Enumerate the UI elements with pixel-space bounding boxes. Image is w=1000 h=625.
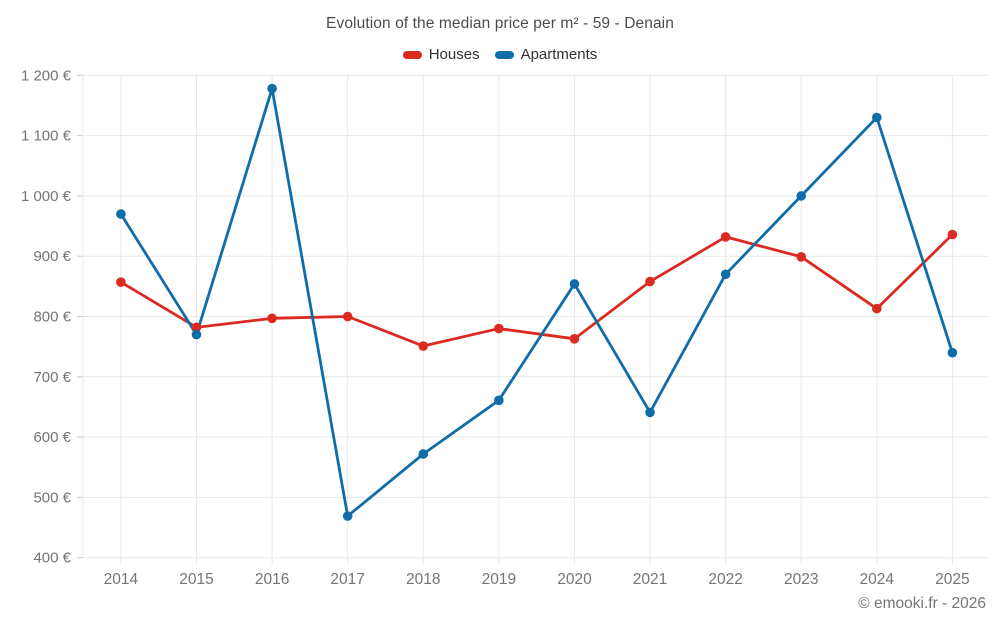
apartments-point-2024[interactable] <box>872 112 882 123</box>
x-axis-label: 2025 <box>935 571 969 588</box>
x-axis-label: 2016 <box>255 571 289 588</box>
apartments-point-2022[interactable] <box>720 269 731 280</box>
houses-point-2016[interactable] <box>267 313 277 324</box>
x-axis-label: 2023 <box>784 571 818 588</box>
x-axis-label: 2022 <box>708 571 742 588</box>
apartments-point-2016[interactable] <box>267 83 277 94</box>
houses-point-2023[interactable] <box>796 252 807 262</box>
houses-point-2019[interactable] <box>494 323 504 334</box>
x-axis-label: 2024 <box>860 571 895 588</box>
x-axis-label: 2018 <box>406 571 440 588</box>
x-axis-label: 2017 <box>330 571 364 588</box>
legend-item-houses[interactable]: Houses <box>402 46 480 63</box>
legend: Houses Apartments <box>0 46 1000 63</box>
legend-label-houses: Houses <box>428 46 480 63</box>
y-axis-label: 500 € <box>33 489 71 506</box>
y-axis-label: 900 € <box>33 248 71 265</box>
legend-item-apartments[interactable]: Apartments <box>494 46 598 63</box>
y-axis-label: 700 € <box>33 369 71 386</box>
houses-point-2025[interactable] <box>947 229 958 240</box>
houses-point-2017[interactable] <box>342 311 353 322</box>
apartments-point-2017[interactable] <box>342 511 353 521</box>
copyright-footer: © emooki.fr - 2026 <box>858 595 986 612</box>
y-axis-label: 1 000 € <box>21 188 72 205</box>
y-axis-label: 600 € <box>33 429 71 446</box>
houses-point-2021[interactable] <box>645 276 655 287</box>
legend-label-apartments: Apartments <box>520 46 598 63</box>
houses-point-2024[interactable] <box>872 303 882 314</box>
y-axis-label: 800 € <box>33 309 71 326</box>
houses-point-2018[interactable] <box>418 341 429 351</box>
apartments-series-line <box>119 87 954 518</box>
houses-series-line <box>119 233 954 348</box>
x-axis-label: 2014 <box>104 571 139 588</box>
houses-point-2022[interactable] <box>720 232 731 242</box>
y-axis-label: 1 200 € <box>21 67 72 84</box>
apartments-legend-swatch-icon <box>494 50 514 59</box>
apartments-point-2018[interactable] <box>418 449 429 459</box>
apartments-point-2025[interactable] <box>947 347 958 358</box>
houses-legend-swatch-icon <box>402 50 422 59</box>
apartments-point-2015[interactable] <box>191 329 202 340</box>
y-axis-label: 1 100 € <box>21 128 72 145</box>
apartments-point-2019[interactable] <box>494 395 504 406</box>
y-axis-label: 400 € <box>33 550 71 567</box>
chart-title: Evolution of the median price per m² - 5… <box>326 15 674 32</box>
apartments-point-2020[interactable] <box>569 279 580 289</box>
x-axis-label: 2020 <box>557 571 592 588</box>
x-axis-label: 2021 <box>633 571 667 588</box>
x-axis-label: 2019 <box>482 571 516 588</box>
houses-point-2015[interactable] <box>191 322 202 333</box>
apartments-point-2021[interactable] <box>645 407 655 418</box>
apartments-point-2014[interactable] <box>116 209 126 219</box>
houses-point-2020[interactable] <box>569 334 580 344</box>
apartments-point-2023[interactable] <box>796 191 807 201</box>
houses-point-2014[interactable] <box>116 277 126 287</box>
x-axis-label: 2015 <box>179 571 213 588</box>
